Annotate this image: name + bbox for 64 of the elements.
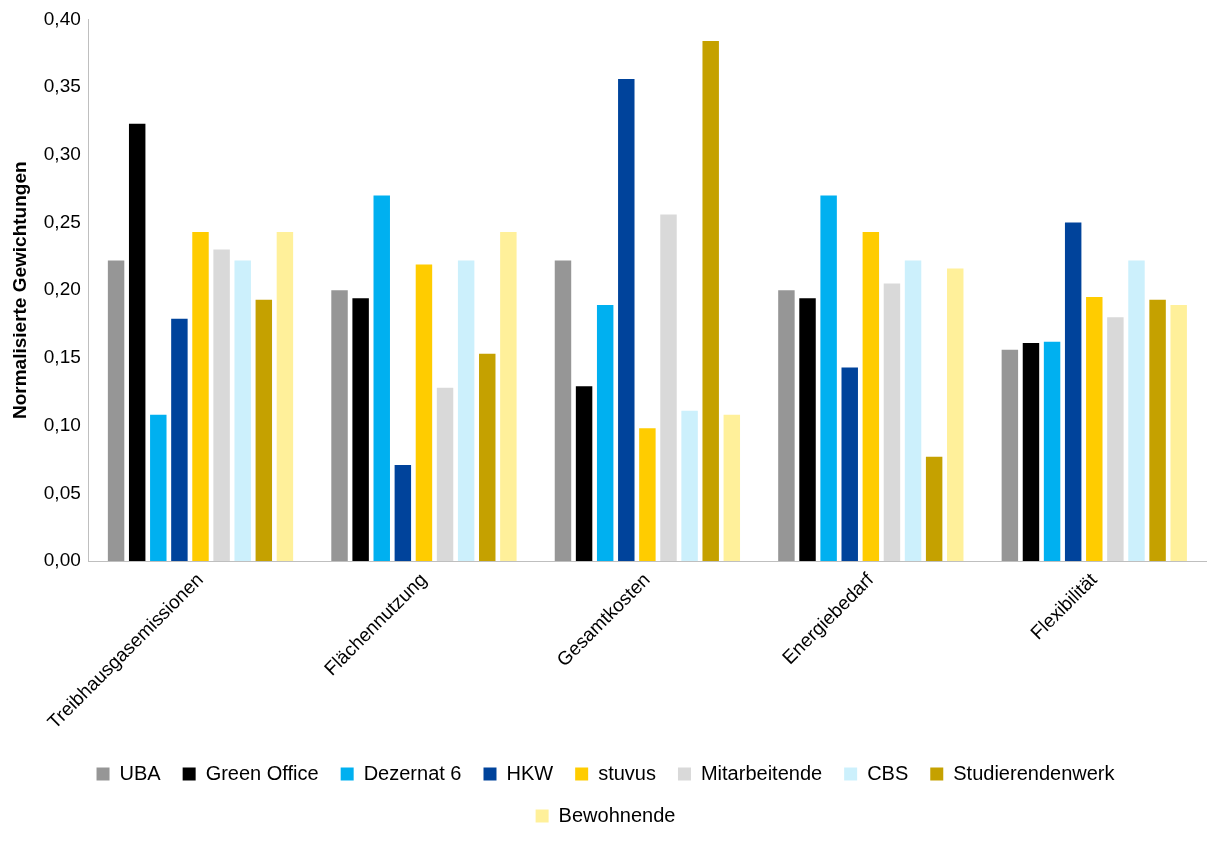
y-tick-label: 0,10 xyxy=(43,413,81,435)
bar xyxy=(904,260,922,562)
bar xyxy=(554,260,572,562)
bar xyxy=(925,456,943,562)
bar xyxy=(255,299,273,562)
y-tick-label: 0,20 xyxy=(43,278,81,300)
bar xyxy=(234,260,251,562)
bar xyxy=(457,260,475,562)
bar xyxy=(436,387,454,562)
bar xyxy=(150,414,167,562)
bar xyxy=(639,428,656,562)
bar xyxy=(213,249,230,562)
legend-label: CBS xyxy=(867,761,909,784)
bar xyxy=(820,195,837,562)
bar xyxy=(778,290,795,562)
bar xyxy=(1043,341,1061,562)
bar xyxy=(500,231,517,562)
bar xyxy=(575,386,593,562)
bar xyxy=(702,41,719,562)
bar xyxy=(1170,305,1187,562)
bar xyxy=(883,283,901,562)
bar xyxy=(947,268,964,562)
bar xyxy=(1022,343,1040,562)
legend-label: Green Office xyxy=(205,761,319,784)
bar xyxy=(841,367,858,562)
legend-label: Studierendenwerk xyxy=(953,761,1116,784)
bar xyxy=(723,414,741,562)
legend-label: stuvus xyxy=(598,761,656,784)
legend-label: Dezernat 6 xyxy=(363,761,462,784)
y-tick-label: 0,05 xyxy=(43,481,81,503)
bar xyxy=(1086,296,1103,562)
bar xyxy=(1064,222,1082,562)
bar xyxy=(192,231,209,562)
bar xyxy=(276,231,294,562)
bar xyxy=(1001,349,1019,562)
bar xyxy=(171,318,188,562)
bar xyxy=(479,353,496,562)
bar xyxy=(1107,317,1124,562)
bar xyxy=(394,464,412,562)
bar xyxy=(352,298,369,562)
y-tick-label: 0,00 xyxy=(43,549,81,571)
legend-label: Bewohnende xyxy=(558,803,676,826)
y-tick-label: 0,15 xyxy=(43,346,81,368)
bar xyxy=(618,78,635,562)
y-tick-label: 0,35 xyxy=(43,75,81,97)
bar xyxy=(373,195,390,562)
bar xyxy=(1149,299,1166,562)
y-tick-label: 0,40 xyxy=(43,7,81,29)
legend-label: HKW xyxy=(506,761,554,784)
bar xyxy=(681,410,698,562)
y-tick-label: 0,30 xyxy=(43,143,81,165)
bar xyxy=(660,214,677,562)
y-tick-label: 0,25 xyxy=(43,210,81,232)
bar xyxy=(1128,260,1145,562)
bar xyxy=(107,260,125,562)
y-axis-title: Normalisierte Gewichtungen xyxy=(8,161,30,420)
bar xyxy=(331,290,348,562)
bar xyxy=(415,264,433,562)
bar xyxy=(596,305,614,562)
legend-label: Mitarbeitende xyxy=(700,761,823,784)
bar xyxy=(128,123,146,562)
bar xyxy=(799,298,816,562)
bar xyxy=(862,231,880,562)
legend-label: UBA xyxy=(119,761,162,784)
